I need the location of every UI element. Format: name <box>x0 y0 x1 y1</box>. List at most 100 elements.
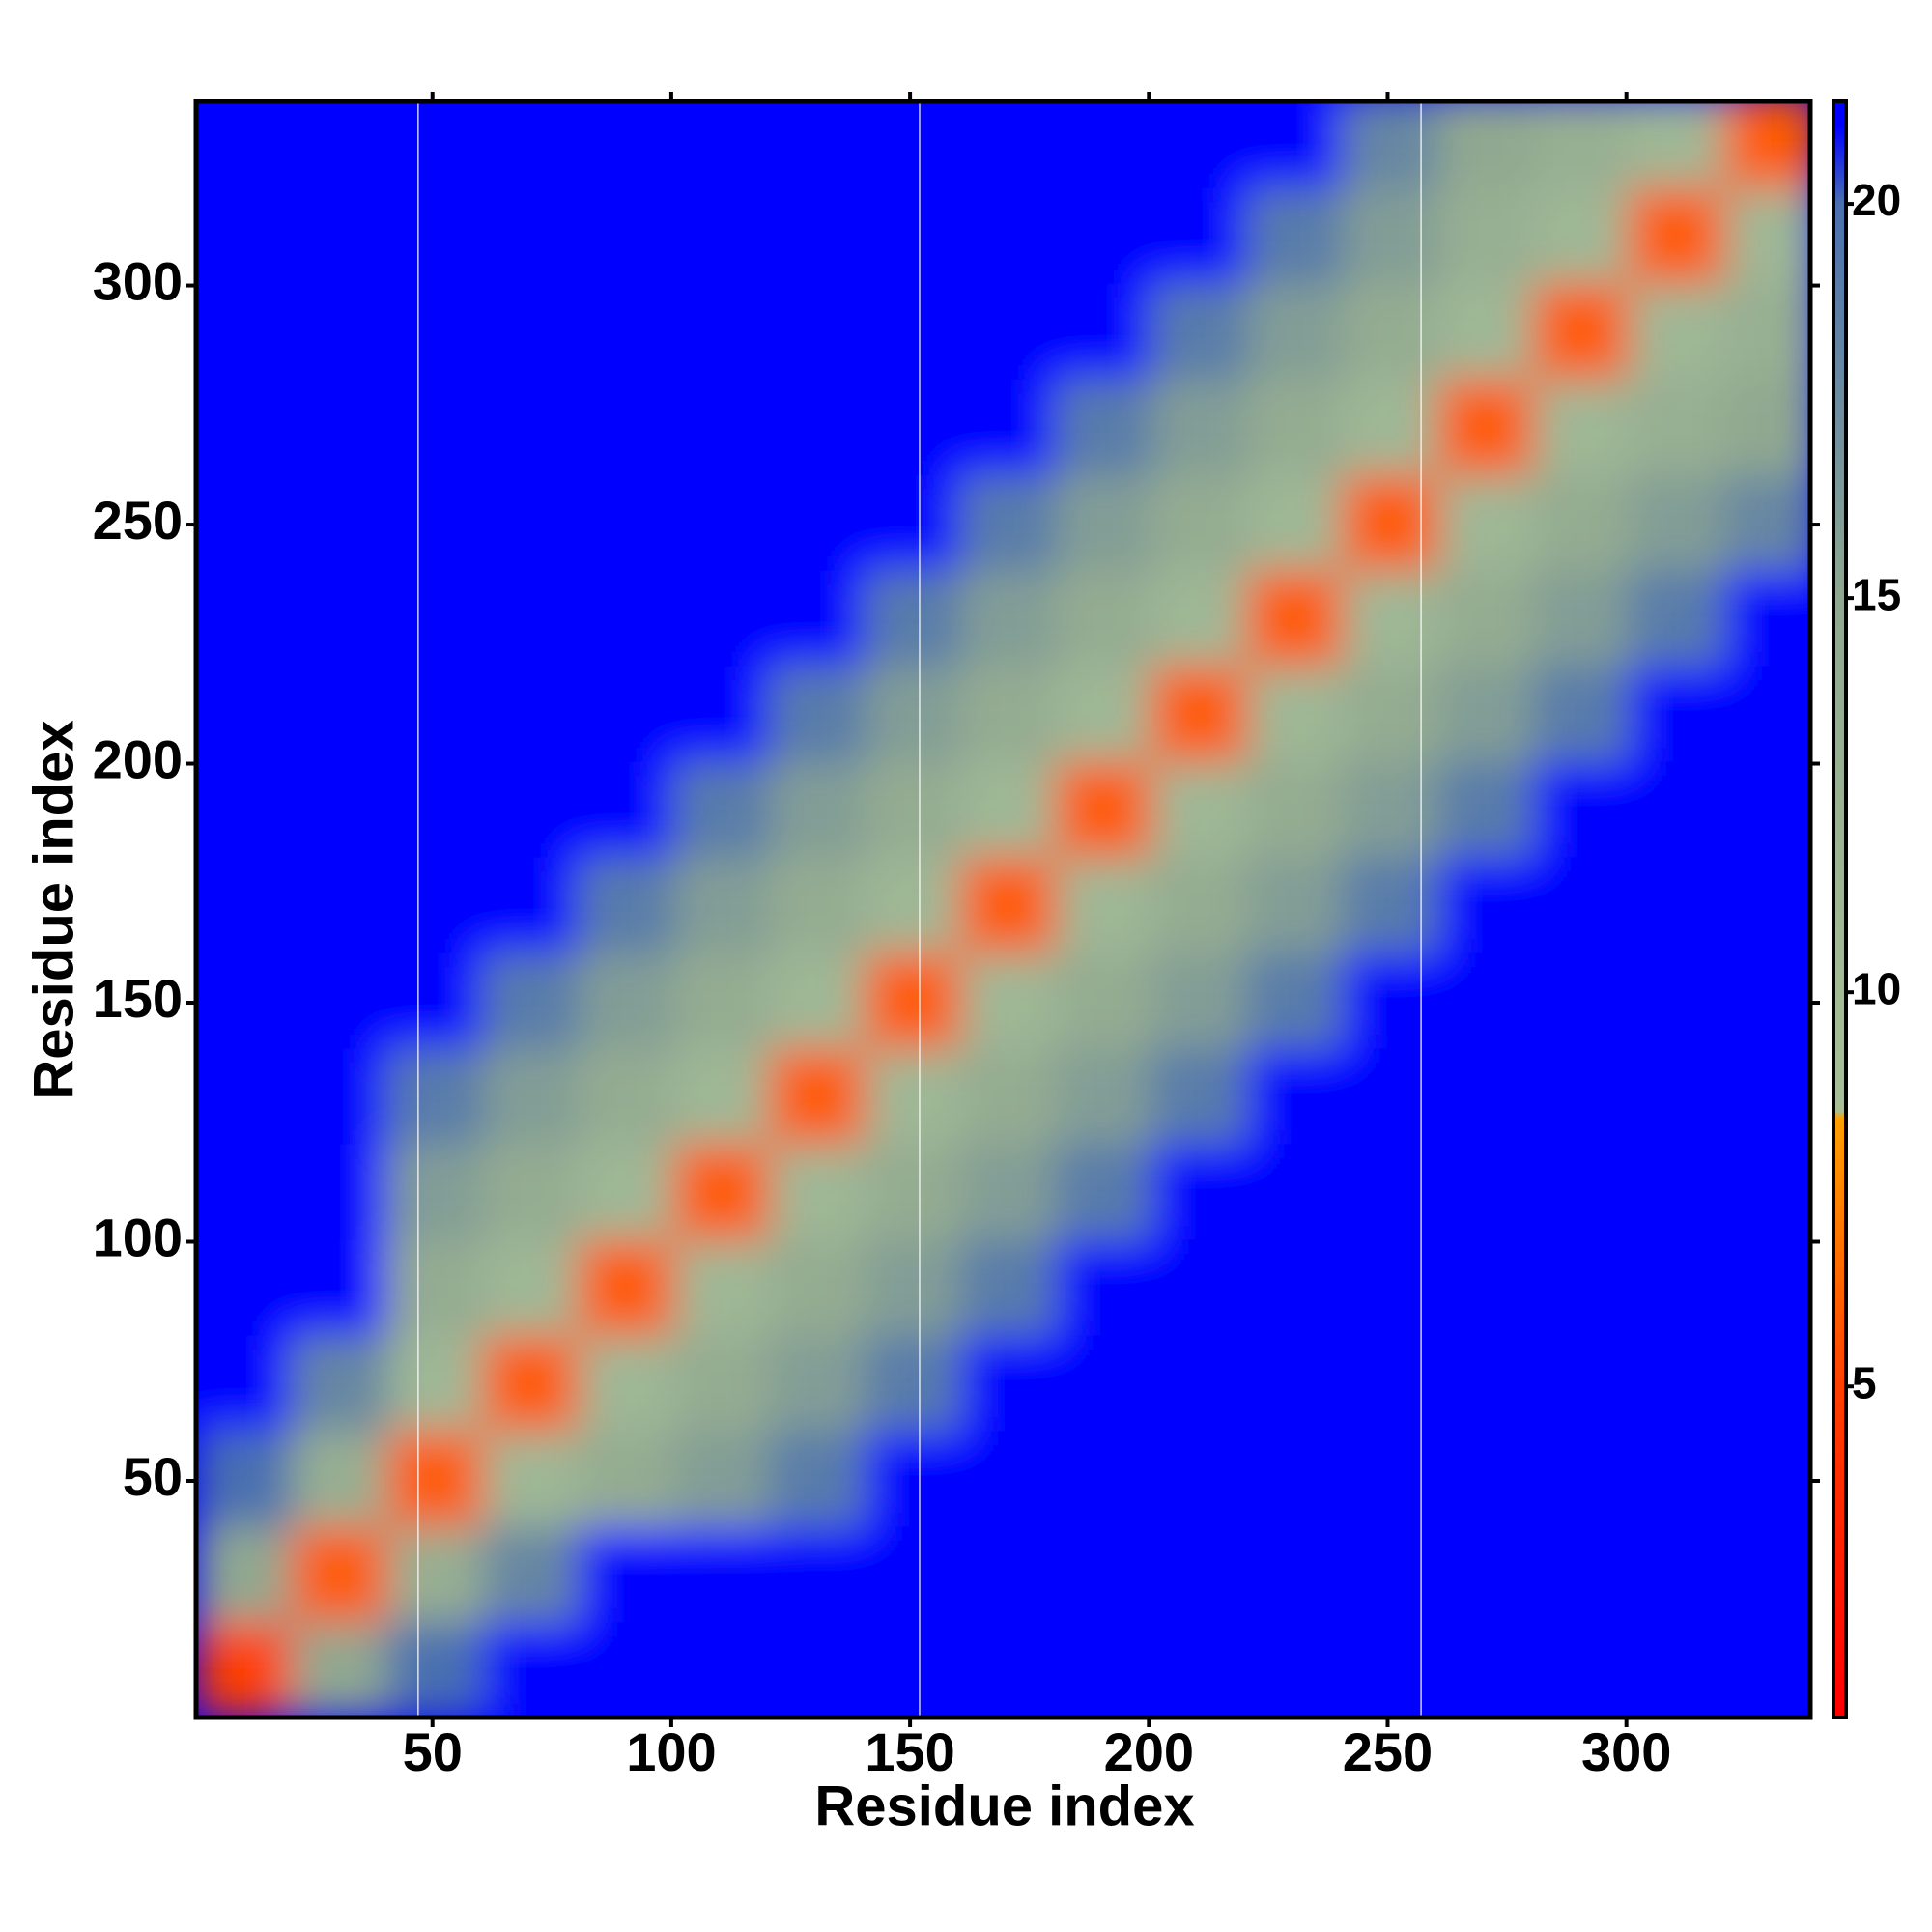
heat-cell <box>482 666 580 762</box>
heat-cell <box>1342 101 1438 188</box>
heat-cell <box>482 283 580 380</box>
heat-cell <box>865 1144 961 1240</box>
heat-cell <box>865 379 961 475</box>
heat-cell <box>673 474 770 571</box>
heat-cell <box>1055 761 1152 858</box>
heat-cell <box>673 1526 770 1623</box>
heat-cell <box>1151 1048 1248 1145</box>
heat-cell <box>769 952 866 1049</box>
heat-cell <box>1151 1526 1248 1623</box>
heat-cell <box>1437 1431 1534 1527</box>
heat-cell <box>960 1335 1057 1432</box>
heat-cell <box>482 1622 580 1718</box>
heat-cell <box>1342 1144 1438 1240</box>
heat-cell <box>196 857 293 953</box>
heat-cell <box>386 666 484 762</box>
heat-cell <box>960 666 1057 762</box>
heat-cell <box>769 857 866 953</box>
y-tick-label: 100 <box>93 1207 183 1267</box>
heat-cell <box>769 474 866 571</box>
y-tick-label: 300 <box>93 250 183 311</box>
x-tick-label: 300 <box>1581 1721 1671 1782</box>
heat-cell <box>386 283 484 380</box>
heat-cell <box>769 1526 866 1623</box>
x-tick-label: 100 <box>626 1721 716 1782</box>
heat-cell <box>1342 379 1438 475</box>
heat-cell <box>482 1335 580 1432</box>
x-tick-label: 150 <box>865 1721 954 1782</box>
heat-cell <box>865 952 961 1049</box>
heat-cell <box>1151 1239 1248 1336</box>
heat-cell <box>1246 1622 1344 1718</box>
heat-cell <box>196 666 293 762</box>
heat-cell <box>1151 570 1248 667</box>
heat-cell <box>865 1622 961 1718</box>
heat-cell <box>291 1144 388 1240</box>
heat-cell <box>1055 952 1152 1049</box>
heat-cell <box>1533 1335 1630 1432</box>
heat-cell <box>386 952 484 1049</box>
heat-cell <box>1629 379 1725 475</box>
heat-cell <box>1724 1144 1810 1240</box>
heat-cell <box>960 857 1057 953</box>
heat-cell <box>482 1431 580 1527</box>
heat-cell <box>1151 1144 1248 1240</box>
heat-cell <box>769 101 866 188</box>
heat-cell <box>1246 857 1344 953</box>
heat-cell <box>291 666 388 762</box>
heat-cell <box>196 283 293 380</box>
heat-cell <box>1629 761 1725 858</box>
heat-cell <box>769 1144 866 1240</box>
heat-cell <box>1437 379 1534 475</box>
heatmap <box>196 101 1810 1718</box>
heat-cell <box>1629 474 1725 571</box>
colorbar-tick-label: 5 <box>1852 1357 1877 1407</box>
heat-cell <box>1724 1048 1810 1145</box>
heat-cell <box>291 952 388 1049</box>
heat-cell <box>1151 666 1248 762</box>
heat-cell <box>673 761 770 858</box>
plot-frame <box>193 99 1813 1720</box>
heat-cell <box>196 1144 293 1240</box>
heat-cell <box>673 379 770 475</box>
heat-cell <box>1342 952 1438 1049</box>
heat-cell <box>482 1526 580 1623</box>
heat-cell <box>1151 1431 1248 1527</box>
y-tick-label: 50 <box>123 1446 183 1507</box>
heat-cell <box>482 1144 580 1240</box>
heat-cell <box>1533 1622 1630 1718</box>
heat-cell <box>960 1239 1057 1336</box>
heat-cell <box>386 761 484 858</box>
heat-cell <box>1437 1239 1534 1336</box>
heat-cell <box>578 379 674 475</box>
heat-cell <box>1342 1335 1438 1432</box>
heat-cell <box>196 952 293 1049</box>
heat-cell <box>1151 283 1248 380</box>
heat-cell <box>865 283 961 380</box>
heat-cell <box>386 379 484 475</box>
heat-cell <box>1151 857 1248 953</box>
heat-cell <box>865 101 961 188</box>
x-tick-label: 50 <box>403 1721 463 1782</box>
heat-cell <box>386 474 484 571</box>
heat-cell <box>196 1239 293 1336</box>
heat-cell <box>769 1239 866 1336</box>
heat-cell <box>673 1239 770 1336</box>
heat-cell <box>1055 187 1152 284</box>
heat-cell <box>865 570 961 667</box>
heat-cell <box>196 1622 293 1718</box>
heat-cell <box>1437 761 1534 858</box>
heat-cell <box>1246 1526 1344 1623</box>
heat-cell <box>386 1144 484 1240</box>
heat-cell <box>1342 283 1438 380</box>
heat-cell <box>1629 857 1725 953</box>
heat-cell <box>386 1239 484 1336</box>
x-axis-label: Residue index <box>814 1775 1194 1837</box>
heat-cell <box>291 1048 388 1145</box>
heat-cell <box>1533 1048 1630 1145</box>
heat-cell <box>865 761 961 858</box>
heat-cell <box>960 1048 1057 1145</box>
heat-cell <box>386 101 484 188</box>
heat-cell <box>673 570 770 667</box>
heat-cell <box>865 1335 961 1432</box>
